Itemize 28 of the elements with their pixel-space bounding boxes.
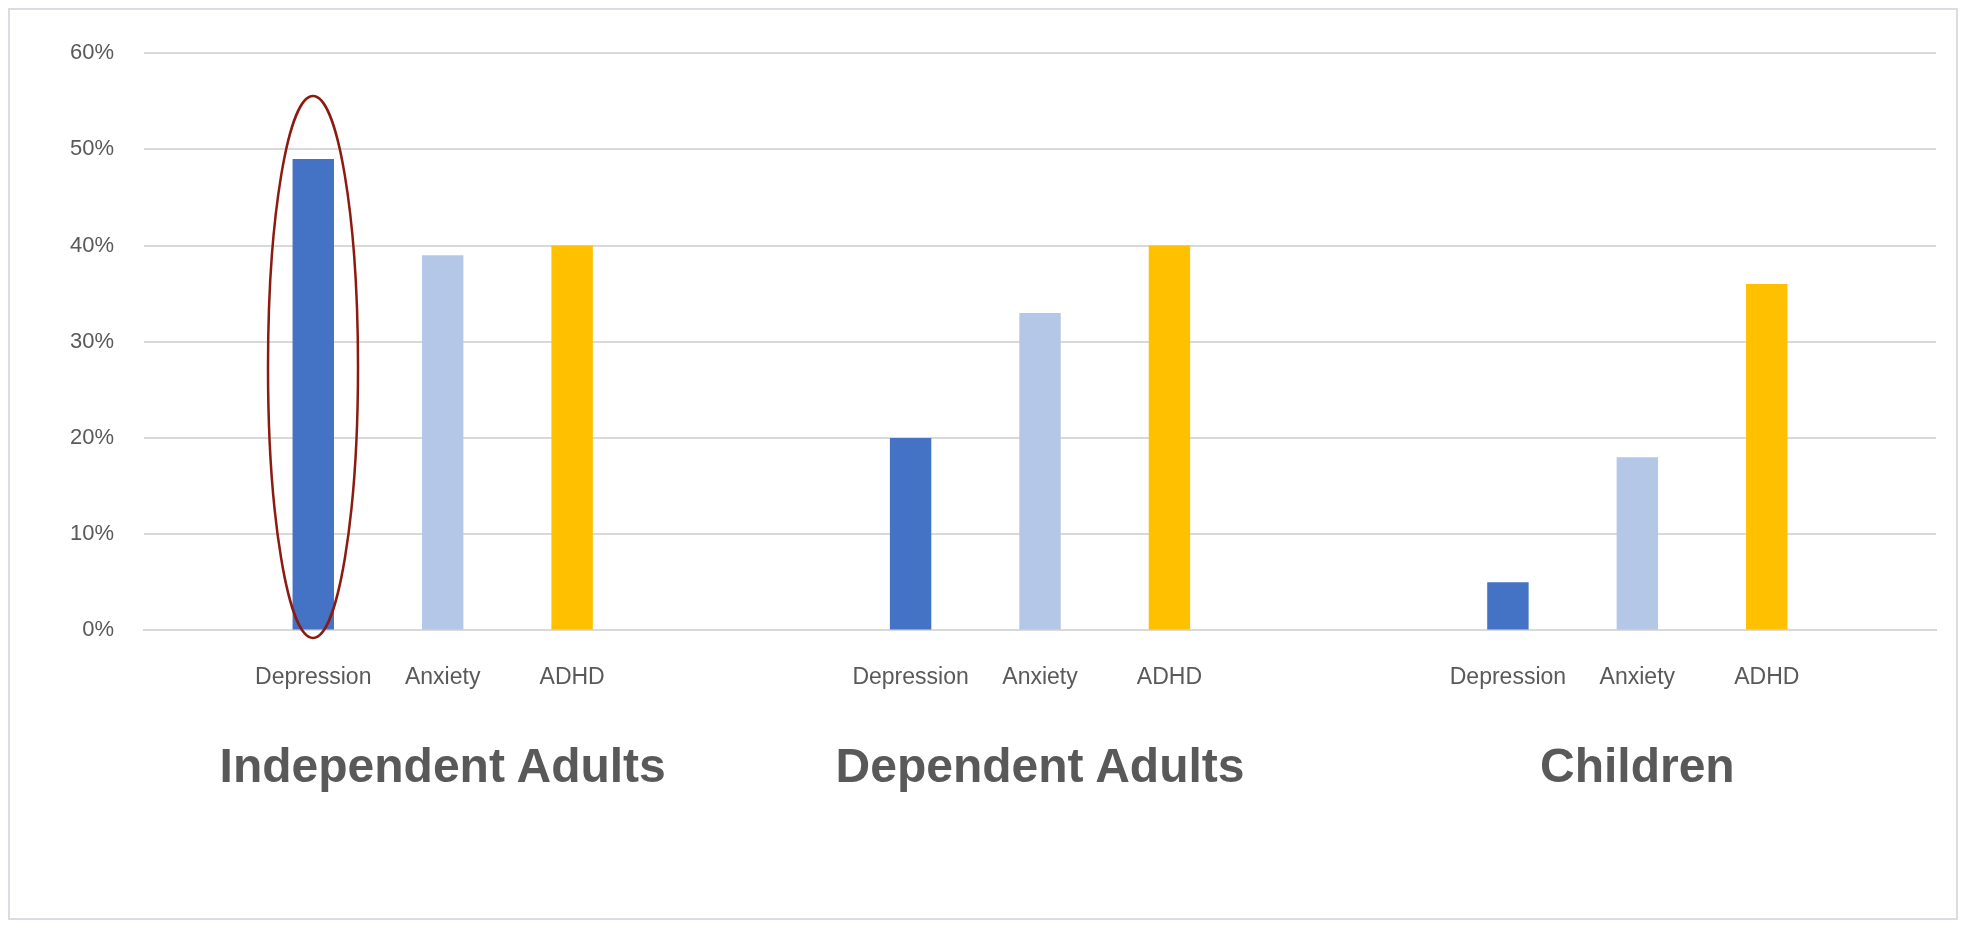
bar (1616, 457, 1659, 630)
text: Depression (852, 662, 969, 689)
bar (292, 159, 334, 630)
series-label: Anxiety (1002, 662, 1079, 689)
x-tick-label: Independent Adults (219, 739, 666, 793)
text: ADHD (1136, 662, 1203, 689)
text: Anxiety (404, 662, 481, 689)
x-tick-label: Dependent Adults (835, 739, 1245, 793)
y-tick-label: 10% (69, 520, 115, 546)
y-tick-label: 60% (69, 39, 115, 65)
bar (1019, 312, 1061, 630)
bar (889, 438, 932, 630)
text: Depression (255, 662, 372, 689)
y-tick-label: 20% (69, 424, 115, 450)
text: ADHD (539, 662, 605, 689)
y-tick-label: 40% (69, 231, 115, 257)
y-tick-label: 30% (69, 327, 115, 353)
bar (551, 245, 593, 630)
bar (1487, 582, 1529, 630)
y-tick-label: 0% (82, 616, 115, 642)
bar (1746, 284, 1788, 630)
text: Depression (1449, 662, 1567, 689)
text: Anxiety (1599, 662, 1676, 689)
bar (1148, 245, 1191, 630)
bar (421, 255, 464, 630)
x-tick-label: Children (1540, 739, 1735, 793)
y-tick-label: 50% (69, 135, 115, 161)
series-label: ADHD (1734, 662, 1800, 689)
